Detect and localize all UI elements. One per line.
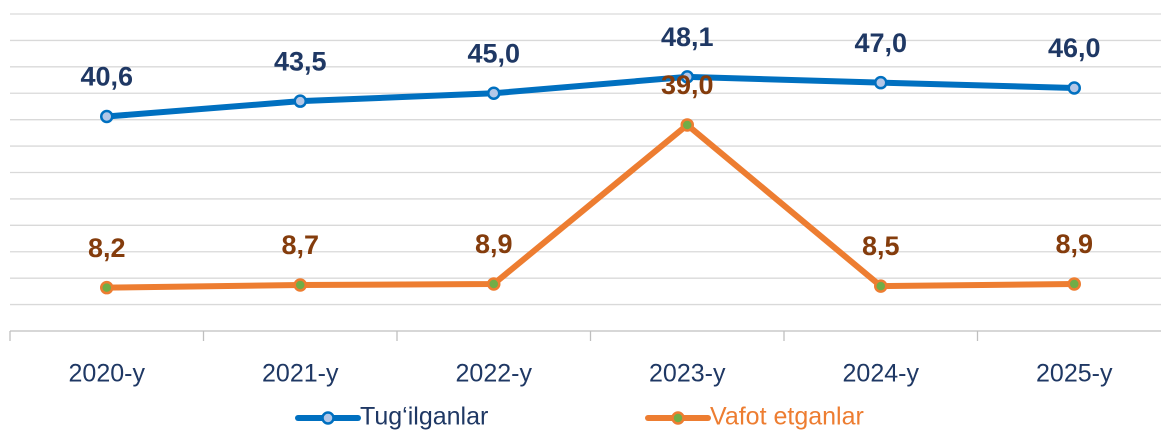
marker [293,94,307,108]
marker [487,277,501,291]
marker [1067,81,1081,95]
x-tick-label: 2023-y [649,360,726,388]
data-label: 8,2 [88,233,126,263]
data-label: 45,0 [467,38,520,68]
marker [1067,277,1081,291]
marker [874,75,888,90]
data-label: 8,5 [862,231,900,261]
legend-label: Vafot etganlar [710,403,864,431]
marker [100,280,114,295]
marker [874,279,888,293]
legend-marker [671,411,685,425]
x-tick-label: 2022-y [456,360,533,388]
marker [680,70,694,84]
data-label: 46,0 [1048,33,1101,63]
legend-label: Tug‘ilganlar [360,403,488,431]
data-label: 8,7 [281,230,319,260]
data-label: 47,0 [854,28,907,58]
x-tick-label: 2024-y [843,360,920,388]
data-label: 8,9 [475,229,513,259]
marker [680,118,694,132]
legend-marker [321,411,335,425]
data-label: 39,0 [661,70,714,100]
series-line [103,73,1078,120]
data-label: 48,1 [661,22,714,52]
marker [487,86,501,100]
data-label: 8,9 [1055,229,1093,259]
x-tick-label: 2025-y [1036,360,1113,388]
series-line [103,121,1078,291]
x-tick-label: 2021-y [262,360,339,388]
x-tick-label: 2020-y [69,360,146,388]
marker [293,278,307,292]
data-label: 40,6 [80,62,133,92]
marker [100,109,114,124]
data-label: 43,5 [274,46,327,76]
